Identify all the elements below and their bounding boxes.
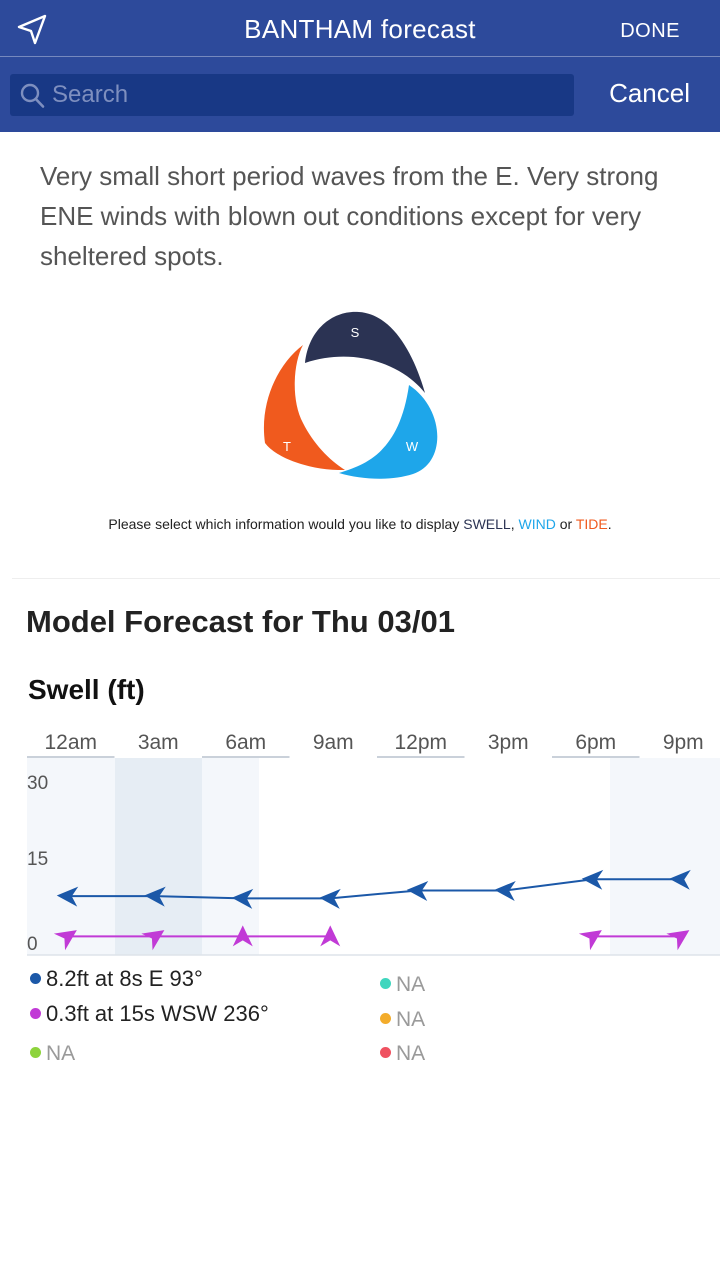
swell-direction-arrow (320, 925, 341, 947)
swell-direction-arrow (666, 930, 690, 951)
legend-item: NA (30, 1040, 75, 1066)
swell-direction-arrow (669, 869, 691, 890)
swell-direction-arrow (319, 888, 341, 909)
legend-item: 0.3ft at 15s WSW 236° (30, 1001, 269, 1027)
cancel-button[interactable]: Cancel (609, 78, 690, 108)
y-tick-label: 30 (27, 773, 48, 794)
legend-item: 8.2ft at 8s E 93° (30, 966, 203, 992)
hint-prefix: Please select which information would yo… (108, 516, 464, 532)
swell-direction-arrow (494, 881, 516, 901)
night-shade-band (27, 758, 115, 955)
swell-direction-arrow (406, 881, 429, 901)
legend-dot (30, 1047, 41, 1058)
search-box[interactable] (10, 74, 574, 116)
x-tick-label: 9pm (663, 731, 704, 754)
x-tick-label: 3pm (488, 731, 529, 754)
x-tick-label: 12pm (394, 731, 447, 754)
swell-direction-arrow (56, 886, 79, 907)
swell-direction-arrow (144, 886, 166, 907)
tide-letter: T (283, 439, 291, 454)
night-shade-band (202, 758, 259, 955)
x-tick-label: 6pm (575, 731, 616, 754)
swell-direction-arrow (53, 930, 77, 951)
night-shade-band (610, 758, 720, 955)
hint-suffix: . (607, 516, 612, 532)
legend-dot (30, 1008, 41, 1019)
wind-segment[interactable]: W (339, 385, 438, 479)
hint-swell-link[interactable]: SWELL (463, 516, 511, 532)
location-button[interactable] (14, 12, 50, 48)
swell-chart-title: Swell (ft) (28, 674, 145, 705)
swell-direction-arrow (581, 869, 604, 890)
swell-direction-arrow (578, 930, 602, 951)
hint-tide-link[interactable]: TIDE (575, 516, 608, 532)
legend-text: 0.3ft at 15s WSW 236° (46, 1001, 269, 1026)
nav-bar: BANTHAM forecast DONE Cancel (0, 0, 720, 132)
nav-divider (0, 56, 720, 57)
legend-text: NA (396, 1042, 426, 1065)
swell-letter: S (351, 325, 360, 340)
x-tick-label: 6am (225, 731, 266, 754)
forecast-summary: Very small short period waves from the E… (40, 161, 659, 271)
x-tick-label: 9am (313, 731, 354, 754)
legend-text: NA (396, 1008, 426, 1031)
legend-item: NA (380, 1040, 425, 1066)
hint-sep1: , (510, 516, 519, 532)
night-shade-band (115, 758, 202, 955)
selector-hint: Please select which information would yo… (0, 516, 720, 532)
legend-dot (380, 1013, 391, 1024)
hint-wind-link[interactable]: WIND (518, 516, 556, 532)
hint-sep2: or (555, 516, 576, 532)
search-icon (20, 83, 45, 108)
series-line (67, 878, 681, 900)
swell-chart: 12am 3am 6am 9am 12pm 3pm 6pm 9pm 30 15 0 (27, 731, 720, 956)
legend-dot (380, 1047, 391, 1058)
y-tick-label: 0 (27, 934, 38, 955)
legend-dot (30, 973, 41, 984)
legend-dot (380, 978, 391, 989)
model-forecast-title: Model Forecast for Thu 03/01 (26, 604, 455, 639)
swell-direction-arrow (141, 930, 165, 951)
legend-item: NA (380, 971, 425, 997)
x-tick-label: 3am (138, 731, 179, 754)
done-button[interactable]: DONE (620, 20, 680, 42)
x-tick-label: 12am (44, 731, 97, 754)
nav-top-row: BANTHAM forecast DONE (0, 0, 720, 56)
swell-direction-arrow (231, 888, 254, 909)
legend-text: 8.2ft at 8s E 93° (46, 966, 203, 991)
wind-letter: W (406, 439, 419, 454)
swell-direction-arrow (232, 925, 253, 947)
legend-item: NA (380, 1006, 425, 1032)
location-arrow-icon (17, 14, 47, 45)
data-type-selector: S W T (263, 311, 438, 479)
legend-text: NA (46, 1042, 76, 1065)
legend-text: NA (396, 973, 426, 996)
swell-segment[interactable]: S (305, 311, 425, 393)
search-input[interactable] (52, 79, 562, 111)
page-title: BANTHAM forecast (244, 14, 476, 44)
section-divider (12, 578, 720, 579)
y-tick-label: 15 (27, 849, 48, 870)
tide-segment[interactable]: T (263, 345, 345, 471)
